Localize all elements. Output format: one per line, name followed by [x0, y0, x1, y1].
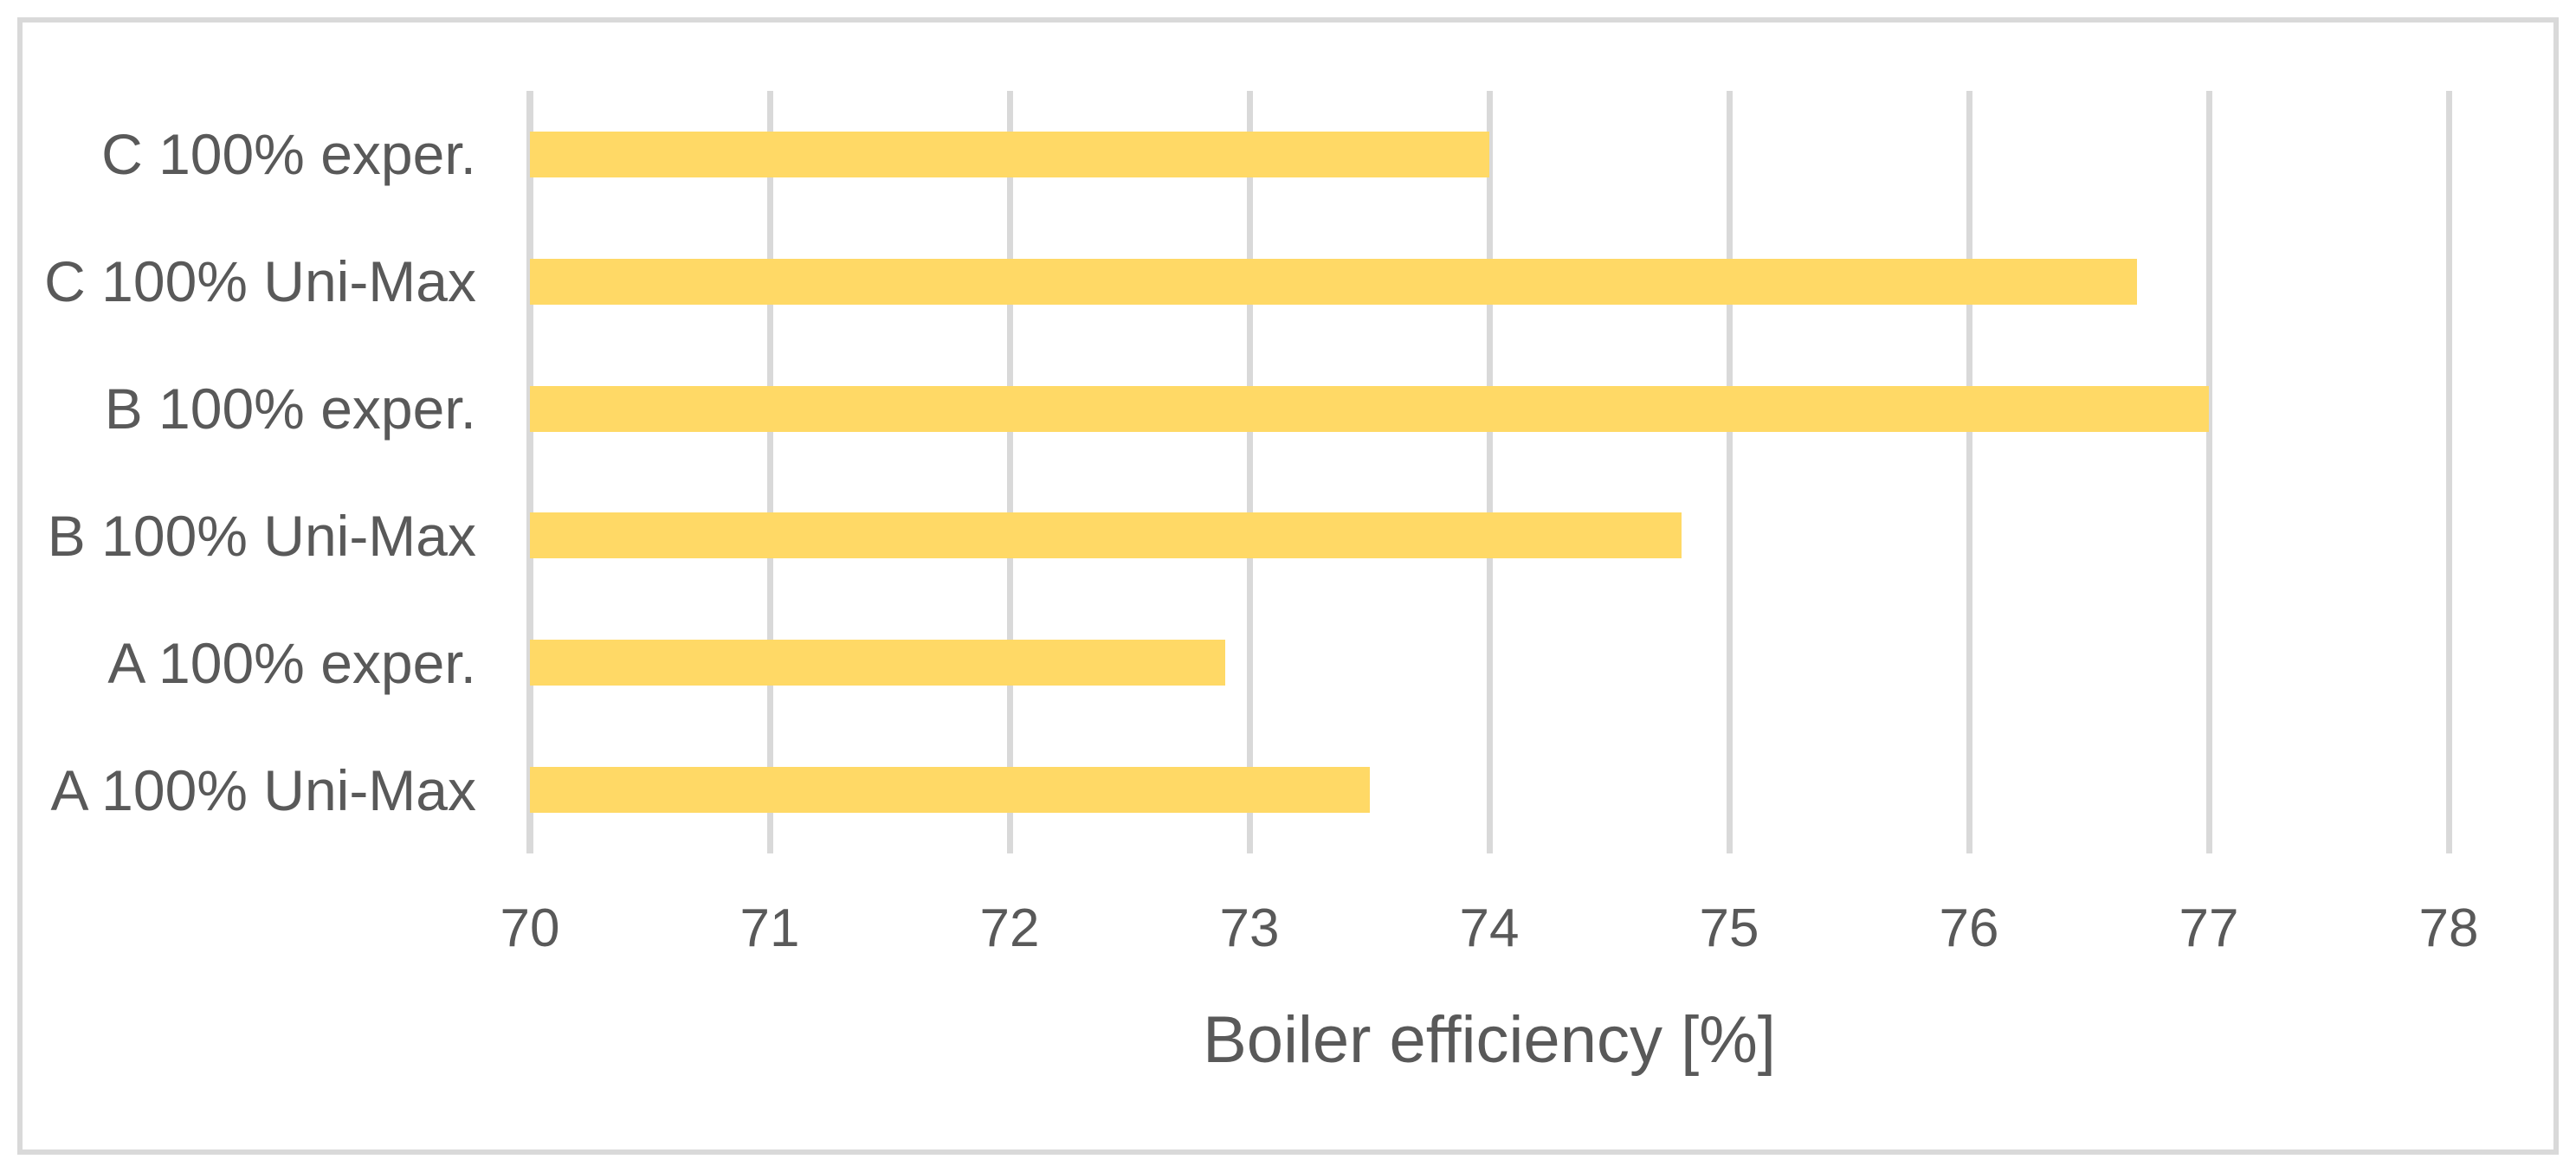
- plot-area: [526, 91, 2452, 853]
- gridline: [766, 91, 773, 853]
- x-tick-label: 73: [1219, 898, 1280, 958]
- bar: [530, 640, 1226, 686]
- bar: [530, 258, 2137, 305]
- x-tick-label: 74: [1459, 898, 1520, 958]
- x-tick-label: 76: [1939, 898, 1999, 958]
- chart-frame: [17, 17, 2559, 1155]
- x-tick-label: 71: [739, 898, 800, 958]
- x-tick-label: 78: [2418, 898, 2479, 958]
- category-label: B 100% Uni-Max: [47, 503, 476, 568]
- gridline: [2205, 91, 2212, 853]
- bar: [530, 385, 2209, 432]
- category-label: B 100% exper.: [104, 377, 476, 441]
- x-axis-title: Boiler efficiency [%]: [1203, 1003, 1776, 1077]
- y-axis-line: [526, 91, 533, 853]
- gridline: [1966, 91, 1972, 853]
- bar: [530, 767, 1370, 814]
- x-tick-label: 77: [2179, 898, 2239, 958]
- category-label: A 100% Uni-Max: [50, 757, 476, 822]
- category-label: C 100% Uni-Max: [44, 249, 476, 314]
- x-tick-label: 75: [1699, 898, 1759, 958]
- gridline: [1006, 91, 1013, 853]
- bar: [530, 131, 1489, 177]
- x-tick-label: 70: [500, 898, 560, 958]
- gridline: [1486, 91, 1493, 853]
- gridline: [1246, 91, 1253, 853]
- gridline: [2445, 91, 2452, 853]
- bar: [530, 512, 1682, 559]
- category-label: A 100% exper.: [107, 630, 476, 695]
- category-label: C 100% exper.: [101, 122, 476, 187]
- gridline: [1726, 91, 1733, 853]
- x-tick-label: 72: [979, 898, 1040, 958]
